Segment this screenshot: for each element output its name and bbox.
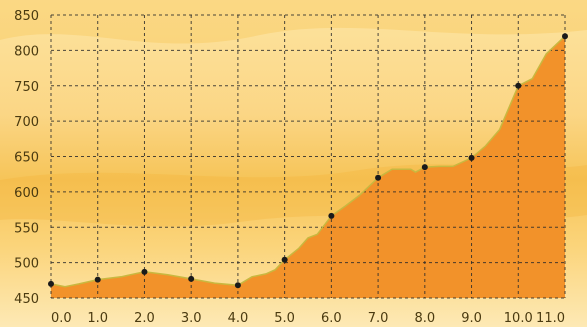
x-tick-label: 7.0 — [368, 311, 389, 326]
y-tick-label: 800 — [14, 44, 39, 59]
data-point — [562, 33, 568, 40]
y-tick-label: 700 — [14, 115, 39, 130]
data-point — [328, 212, 335, 219]
data-point — [515, 82, 522, 89]
x-tick-label: 3.0 — [181, 311, 202, 326]
data-point — [234, 282, 241, 289]
elevation-line — [50, 35, 566, 288]
x-tick-label: 1.0 — [87, 311, 108, 326]
x-tick-label: 0.0 — [51, 311, 72, 326]
data-point — [94, 276, 101, 283]
data-point — [375, 174, 382, 181]
y-tick-label: 550 — [14, 221, 39, 236]
elevation-area — [51, 36, 565, 298]
x-tick-label: 4.0 — [228, 311, 249, 326]
x-tick-label: 6.0 — [321, 311, 342, 326]
y-tick-label: 600 — [14, 186, 39, 201]
y-tick-label: 750 — [14, 80, 39, 95]
data-point — [141, 268, 148, 275]
x-tick-label: 9.0 — [461, 311, 482, 326]
data-point — [281, 256, 288, 263]
x-tick-label: 8.0 — [414, 311, 435, 326]
y-tick-label: 650 — [14, 151, 39, 166]
x-tick-label: 2.0 — [134, 311, 155, 326]
x-tick-label: 5.0 — [274, 311, 295, 326]
x-tick-label: 11.0 — [536, 311, 565, 326]
data-point — [48, 280, 54, 287]
x-tick-label: 10.0 — [504, 311, 533, 326]
data-point — [421, 164, 428, 171]
data-point — [468, 154, 475, 161]
y-tick-label: 450 — [14, 292, 39, 307]
y-tick-label: 500 — [14, 257, 39, 272]
data-point — [188, 275, 195, 282]
background-texture — [0, 0, 587, 44]
y-tick-label: 850 — [14, 9, 39, 24]
